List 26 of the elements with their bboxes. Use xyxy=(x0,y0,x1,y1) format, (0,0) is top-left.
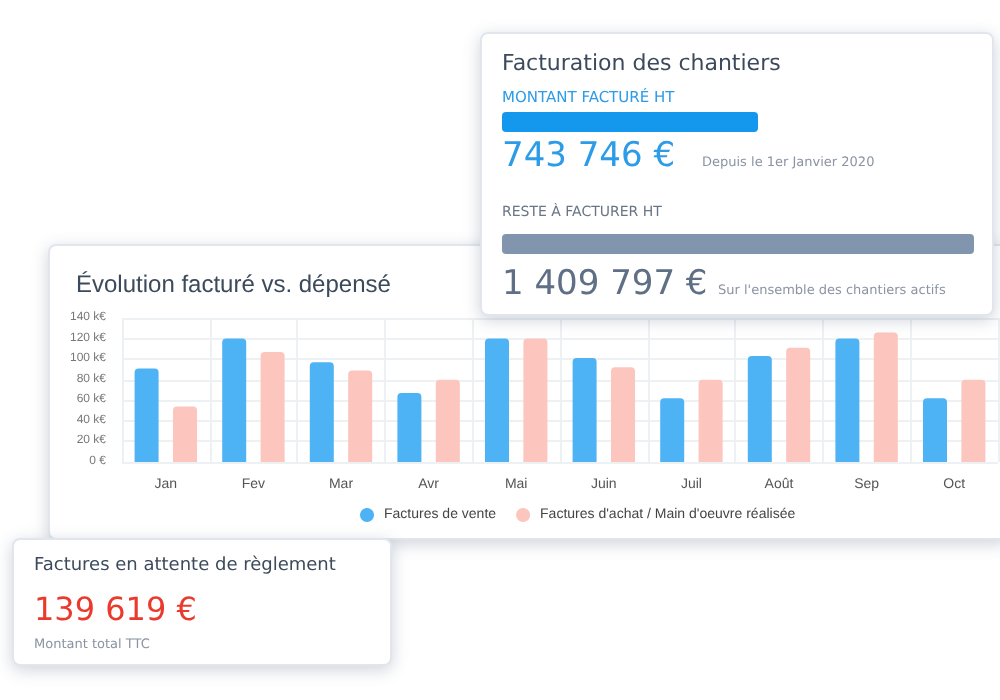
text: Factures en attente de règlement xyxy=(34,556,336,576)
bar xyxy=(523,338,548,462)
bar xyxy=(348,370,373,462)
bar xyxy=(435,379,460,462)
chart-title: Évolution facturé vs. dépensé xyxy=(76,270,392,298)
text: Facturation des chantiers xyxy=(502,50,781,76)
bar xyxy=(786,347,811,462)
bar xyxy=(397,393,422,462)
bar xyxy=(835,338,860,462)
bar xyxy=(747,356,772,462)
bar xyxy=(873,332,898,462)
bar xyxy=(572,358,597,462)
bar xyxy=(173,406,197,462)
bar xyxy=(134,368,159,462)
bar xyxy=(611,367,635,462)
bar xyxy=(698,379,723,462)
text: 139 619 € xyxy=(34,590,197,628)
bar xyxy=(222,338,247,462)
bar xyxy=(309,362,334,462)
bar xyxy=(923,398,947,462)
text: 743 746 € xyxy=(502,136,676,176)
text: 1 409 797 € xyxy=(502,264,708,304)
bar xyxy=(485,338,509,462)
bar xyxy=(260,351,285,462)
bar xyxy=(660,398,685,462)
bar xyxy=(961,379,986,462)
